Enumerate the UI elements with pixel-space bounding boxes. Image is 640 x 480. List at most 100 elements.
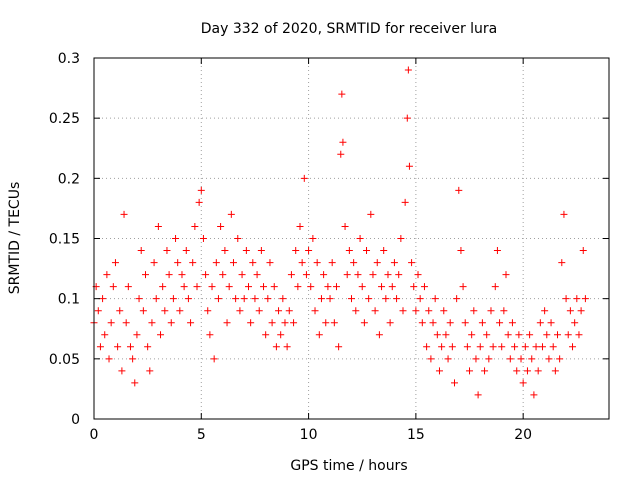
data-point (139, 307, 147, 315)
chart-title: Day 332 of 2020, SRMTID for receiver lur… (201, 21, 498, 37)
data-point (255, 307, 263, 315)
data-point (272, 343, 280, 351)
data-point (296, 222, 304, 230)
data-point (403, 114, 411, 122)
data-point (401, 198, 409, 206)
data-point (169, 295, 177, 303)
data-point (292, 247, 300, 255)
data-point (174, 259, 182, 267)
data-point (455, 186, 463, 194)
data-point (345, 247, 353, 255)
data-point (560, 210, 568, 218)
data-point (182, 247, 190, 255)
data-point (420, 283, 428, 291)
x-tick-label: 0 (90, 427, 99, 443)
data-point (571, 319, 579, 327)
data-point (279, 295, 287, 303)
data-point (343, 271, 351, 279)
data-point (225, 283, 233, 291)
data-point (476, 343, 484, 351)
data-point (294, 283, 302, 291)
data-point (534, 367, 542, 375)
y-tick-label: 0 (71, 412, 80, 428)
data-point (579, 247, 587, 255)
data-point (167, 319, 175, 327)
data-point (163, 247, 171, 255)
data-point (266, 259, 274, 267)
data-point (371, 307, 379, 315)
data-point (320, 271, 328, 279)
data-point (354, 271, 362, 279)
data-point (395, 271, 403, 279)
data-point (375, 331, 383, 339)
data-point (487, 307, 495, 315)
data-point (137, 247, 145, 255)
data-point (101, 331, 109, 339)
data-point (322, 319, 330, 327)
data-point (124, 283, 132, 291)
data-point (472, 355, 480, 363)
data-point (133, 331, 141, 339)
data-point (154, 222, 162, 230)
data-point (180, 283, 188, 291)
data-point (251, 295, 259, 303)
data-point (217, 222, 225, 230)
data-point (435, 367, 443, 375)
data-point (536, 319, 544, 327)
data-point (405, 162, 413, 170)
data-point (210, 355, 218, 363)
data-points (90, 66, 589, 399)
data-point (245, 283, 252, 291)
data-point (470, 307, 478, 315)
data-point (581, 295, 589, 303)
data-point (313, 259, 321, 267)
data-point (429, 319, 437, 327)
y-tick-label: 0.25 (49, 111, 80, 127)
data-point (348, 295, 355, 303)
data-point (356, 235, 364, 242)
data-point (290, 319, 298, 327)
data-point (352, 307, 360, 315)
data-point (324, 283, 332, 291)
data-point (457, 247, 465, 255)
data-point (219, 271, 227, 279)
data-point (547, 319, 555, 327)
data-point (317, 295, 325, 303)
data-point (335, 343, 343, 351)
data-point (176, 307, 184, 315)
data-point (126, 343, 134, 351)
data-point (388, 283, 396, 291)
data-point (161, 307, 169, 315)
data-point (195, 198, 203, 206)
data-point (122, 319, 130, 327)
data-point (532, 343, 540, 351)
data-point (212, 259, 220, 267)
data-point (268, 319, 276, 327)
data-point (500, 307, 508, 315)
data-point (493, 247, 501, 255)
data-point (227, 210, 235, 218)
data-point (300, 174, 308, 182)
data-point (326, 295, 334, 303)
data-point (517, 355, 525, 363)
data-point (148, 319, 156, 327)
data-point (172, 235, 180, 242)
data-point (528, 355, 536, 363)
data-point (287, 271, 295, 279)
data-point (390, 259, 398, 267)
x-axis-label: GPS time / hours (290, 458, 407, 474)
data-point (508, 319, 516, 327)
data-point (397, 235, 405, 242)
data-point (506, 355, 514, 363)
data-point (260, 283, 268, 291)
data-point (129, 355, 137, 363)
data-point (96, 343, 104, 351)
data-point (111, 259, 119, 267)
data-point (187, 319, 195, 327)
data-point (107, 319, 115, 327)
x-tick-label: 5 (197, 427, 206, 443)
data-point (330, 319, 338, 327)
data-point (556, 355, 564, 363)
data-point (515, 331, 523, 339)
data-point (191, 222, 199, 230)
